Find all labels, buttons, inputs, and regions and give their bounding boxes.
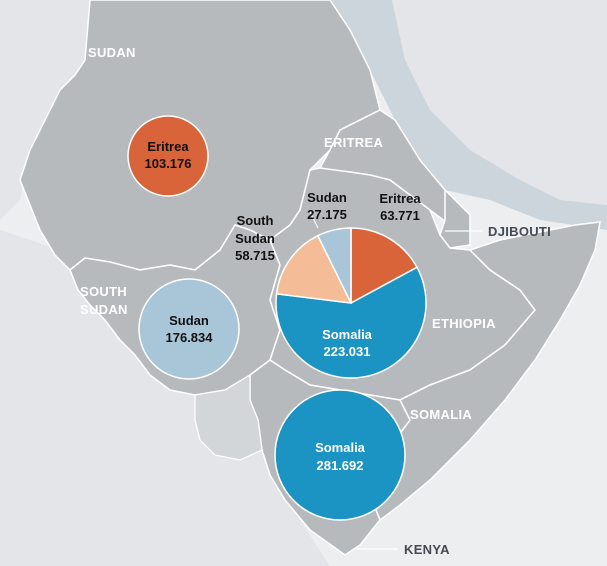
pie-label-south-sudan: South Sudan 58.715 (235, 213, 275, 263)
bubble-name-somalia: Somalia (315, 440, 366, 455)
country-somalia (371, 221, 601, 522)
bubble-sudan-eritrea: Eritrea 103.176 (127, 115, 209, 197)
bubble-kenya-somalia: Somalia 281.692 (274, 389, 406, 521)
label-eritrea: ERITREA (324, 135, 383, 150)
bubble-circle-somalia (274, 389, 406, 521)
bubble-name-sudan: Sudan (169, 313, 209, 328)
pie-label-south-sudan-l2: Sudan (235, 231, 275, 246)
pie-slice-sudan (316, 227, 352, 304)
pie-slice-eritrea (350, 227, 418, 305)
ethiopia-pie (275, 227, 427, 379)
pie-slice-somalia (275, 266, 427, 379)
red-sea (330, 0, 607, 230)
label-djibouti: DJIBOUTI (488, 224, 551, 239)
pie-label-somalia: Somalia 223.031 (322, 327, 373, 359)
label-south-sudan-1: SOUTH (80, 284, 127, 299)
bubble-south-sudan-sudan: Sudan 176.834 (138, 278, 240, 380)
pie-label-eritrea: Eritrea 63.771 (379, 191, 421, 223)
label-somalia: SOMALIA (410, 407, 472, 422)
label-south-sudan-2: SUDAN (80, 302, 128, 317)
land-southwest (0, 230, 330, 566)
pie-label-eritrea-value: 63.771 (380, 208, 420, 223)
pie-label-somalia-value: 223.031 (324, 344, 371, 359)
label-sudan: SUDAN (88, 45, 136, 60)
land-arabia (392, 0, 607, 205)
pie-label-somalia-name: Somalia (322, 327, 373, 342)
pie-label-south-sudan-l1: South (237, 213, 274, 228)
bubble-circle-eritrea (127, 115, 209, 197)
bubble-circle-sudan (138, 278, 240, 380)
pie-label-sudan: Sudan 27.175 (307, 190, 347, 222)
bubble-value-sudan: 176.834 (166, 330, 214, 345)
pie-label-sudan-value: 27.175 (307, 207, 347, 222)
bubble-name-eritrea: Eritrea (147, 139, 189, 154)
bubble-value-eritrea: 103.176 (145, 156, 192, 171)
label-ethiopia: ETHIOPIA (432, 316, 496, 331)
land-uganda (194, 373, 263, 461)
bubble-value-somalia: 281.692 (317, 458, 364, 473)
pie-callout-line (309, 211, 319, 229)
land-west (0, 0, 90, 220)
label-kenya: KENYA (404, 542, 450, 557)
pie-label-south-sudan-value: 58.715 (235, 248, 275, 263)
pie-slice-south-sudan (275, 234, 353, 304)
pie-label-sudan-name: Sudan (307, 190, 347, 205)
land-southeast-kenya-outside (330, 430, 607, 566)
pie-label-eritrea-name: Eritrea (379, 191, 421, 206)
